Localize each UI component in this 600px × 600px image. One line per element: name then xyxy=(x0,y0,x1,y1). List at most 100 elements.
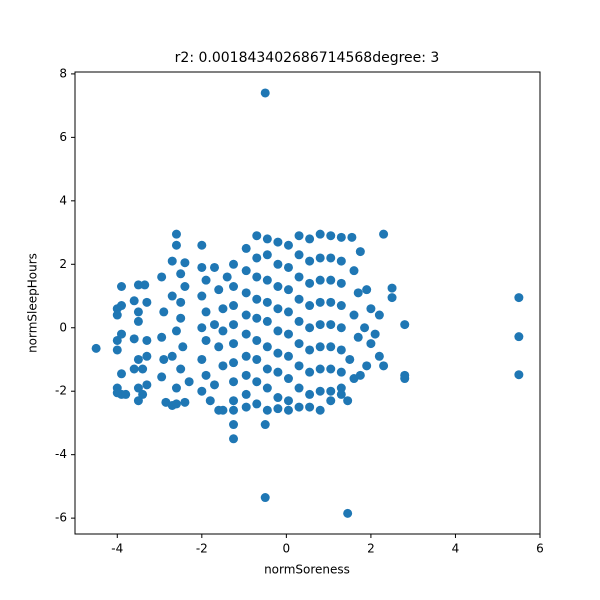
y-tick-label: -2 xyxy=(55,384,67,398)
point xyxy=(305,301,315,311)
point xyxy=(273,348,283,358)
point xyxy=(205,396,215,406)
point xyxy=(167,256,177,266)
point xyxy=(305,323,315,333)
point xyxy=(167,351,177,361)
point xyxy=(133,383,143,393)
point xyxy=(366,304,376,314)
point xyxy=(180,282,190,291)
point xyxy=(197,354,207,364)
point xyxy=(167,291,177,301)
points xyxy=(91,88,524,518)
point xyxy=(262,297,272,307)
point xyxy=(214,342,224,352)
point xyxy=(283,351,293,361)
point xyxy=(315,364,325,374)
point xyxy=(252,313,262,323)
point xyxy=(374,310,384,320)
point xyxy=(229,420,239,430)
y-tick-label: 0 xyxy=(59,320,67,334)
point xyxy=(210,320,219,330)
point xyxy=(326,320,336,330)
point xyxy=(180,258,190,268)
point xyxy=(283,262,293,272)
point xyxy=(273,259,283,269)
point xyxy=(218,304,228,314)
point xyxy=(201,307,211,317)
point xyxy=(252,399,262,409)
point xyxy=(326,342,336,352)
point xyxy=(374,351,384,361)
point xyxy=(197,240,207,250)
point xyxy=(343,508,353,518)
x-tick-label: 4 xyxy=(452,542,460,556)
point xyxy=(294,383,304,393)
point xyxy=(355,247,365,257)
point xyxy=(129,364,139,374)
point xyxy=(326,297,336,307)
point xyxy=(262,383,272,393)
y-tick-label: 8 xyxy=(59,66,67,80)
point xyxy=(129,296,139,306)
point xyxy=(315,229,325,239)
point xyxy=(176,313,186,323)
chart-title: r2: 0.001843402686714568degree: 3 xyxy=(175,50,440,66)
point xyxy=(171,399,181,409)
point xyxy=(379,229,389,239)
point xyxy=(387,283,397,293)
point xyxy=(241,288,251,298)
point xyxy=(178,342,188,352)
point xyxy=(273,326,283,336)
point xyxy=(326,364,336,374)
point xyxy=(305,256,315,266)
point xyxy=(273,367,283,377)
point xyxy=(379,361,389,371)
point xyxy=(353,332,363,342)
y-tick-label: -4 xyxy=(55,447,67,461)
point xyxy=(241,389,251,399)
point xyxy=(262,364,272,374)
point xyxy=(336,278,346,288)
point xyxy=(171,383,181,393)
point xyxy=(326,275,336,285)
point xyxy=(315,405,325,415)
point xyxy=(349,310,359,320)
x-tick-label: -4 xyxy=(111,542,123,556)
point xyxy=(294,231,304,241)
point xyxy=(197,386,207,396)
point xyxy=(260,88,270,98)
y-tick-label: 2 xyxy=(59,257,67,271)
point xyxy=(360,323,370,333)
point xyxy=(387,293,397,303)
point xyxy=(171,240,181,250)
point xyxy=(326,396,336,406)
point xyxy=(117,329,126,339)
point xyxy=(305,345,315,355)
point xyxy=(345,354,355,364)
point xyxy=(305,402,315,412)
point xyxy=(336,256,346,266)
point xyxy=(305,389,315,399)
point xyxy=(171,229,181,239)
point xyxy=(294,316,304,326)
point xyxy=(133,280,143,290)
point xyxy=(138,364,148,374)
point xyxy=(283,240,293,250)
point xyxy=(157,272,167,282)
point xyxy=(273,237,283,247)
point xyxy=(400,370,410,380)
point xyxy=(241,351,251,361)
point xyxy=(142,351,152,361)
point xyxy=(112,345,122,355)
point xyxy=(91,343,101,353)
point xyxy=(283,374,293,384)
point xyxy=(315,320,325,330)
point xyxy=(294,294,304,304)
point xyxy=(112,388,122,398)
point xyxy=(315,342,325,352)
point xyxy=(262,316,272,326)
point xyxy=(241,370,251,380)
point xyxy=(241,402,251,412)
point xyxy=(370,329,380,339)
point xyxy=(176,297,186,307)
